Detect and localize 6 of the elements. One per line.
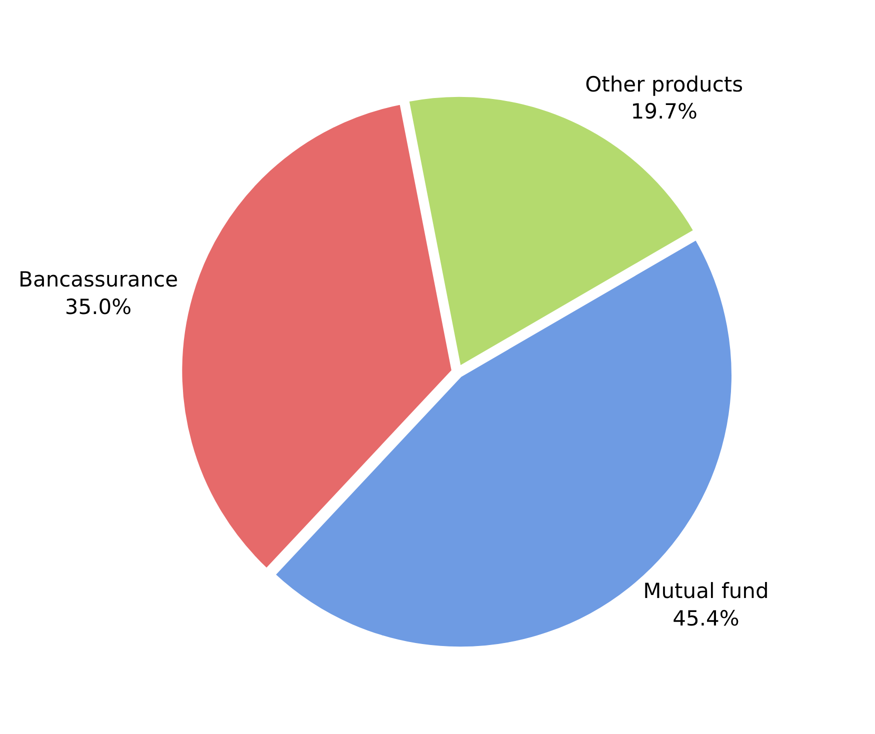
- data-label: 45.4%: [672, 606, 740, 630]
- slice-label: Other products: [585, 72, 744, 96]
- data-label: 35.0%: [64, 294, 132, 319]
- slice-label: Bancassurance: [18, 268, 178, 292]
- data-label: 19.7%: [630, 100, 698, 124]
- slice-label: Mutual fund: [643, 579, 769, 604]
